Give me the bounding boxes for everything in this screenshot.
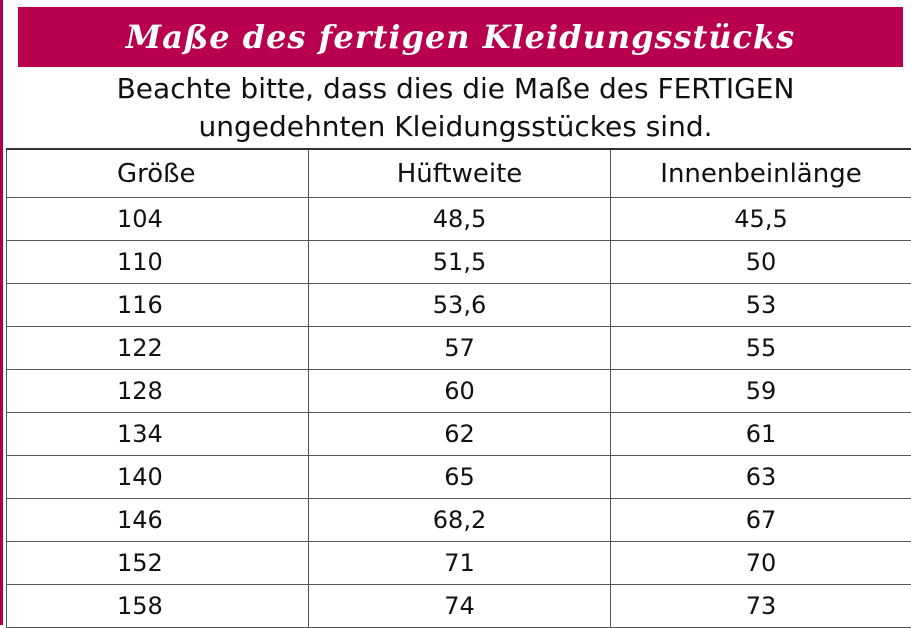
table-row: 110 51,5 50 [7, 241, 911, 284]
cell-inseam-length: 55 [611, 327, 911, 370]
note-line-1: Beachte bitte, dass dies die Maße des FE… [0, 70, 911, 108]
table-header-row: Größe Hüftweite Innenbeinlänge [7, 149, 911, 198]
size-table: Größe Hüftweite Innenbeinlänge 104 48,5 … [6, 148, 911, 628]
measurement-note: Beachte bitte, dass dies die Maße des FE… [0, 70, 911, 146]
cell-size: 146 [7, 499, 309, 542]
cell-inseam-length: 45,5 [611, 198, 911, 241]
cell-hip-width: 65 [309, 456, 611, 499]
cell-size: 116 [7, 284, 309, 327]
table-row: 122 57 55 [7, 327, 911, 370]
title-banner: Maße des fertigen Kleidungsstücks [18, 7, 903, 67]
table-row: 134 62 61 [7, 413, 911, 456]
table-row: 158 74 73 [7, 585, 911, 628]
note-line-2: ungedehnten Kleidungsstückes sind. [0, 108, 911, 146]
cell-hip-width: 57 [309, 327, 611, 370]
table-row: 146 68,2 67 [7, 499, 911, 542]
cell-size: 122 [7, 327, 309, 370]
cell-inseam-length: 63 [611, 456, 911, 499]
cell-size: 158 [7, 585, 309, 628]
banner-title: Maße des fertigen Kleidungsstücks [126, 7, 795, 67]
table-row: 116 53,6 53 [7, 284, 911, 327]
cell-size: 128 [7, 370, 309, 413]
cell-hip-width: 51,5 [309, 241, 611, 284]
cell-size: 134 [7, 413, 309, 456]
cell-hip-width: 71 [309, 542, 611, 585]
cell-inseam-length: 59 [611, 370, 911, 413]
cell-hip-width: 74 [309, 585, 611, 628]
table-row: 128 60 59 [7, 370, 911, 413]
table-row: 140 65 63 [7, 456, 911, 499]
cell-size: 140 [7, 456, 309, 499]
cell-hip-width: 68,2 [309, 499, 611, 542]
table-row: 104 48,5 45,5 [7, 198, 911, 241]
cell-size: 104 [7, 198, 309, 241]
cell-size: 152 [7, 542, 309, 585]
cell-hip-width: 48,5 [309, 198, 611, 241]
cell-hip-width: 62 [309, 413, 611, 456]
cell-hip-width: 53,6 [309, 284, 611, 327]
header-size: Größe [7, 149, 309, 198]
cell-inseam-length: 50 [611, 241, 911, 284]
size-table-container: Größe Hüftweite Innenbeinlänge 104 48,5 … [6, 148, 911, 628]
cell-inseam-length: 67 [611, 499, 911, 542]
cell-inseam-length: 70 [611, 542, 911, 585]
cell-inseam-length: 61 [611, 413, 911, 456]
cell-size: 110 [7, 241, 309, 284]
table-row: 152 71 70 [7, 542, 911, 585]
cell-inseam-length: 73 [611, 585, 911, 628]
header-inseam-length: Innenbeinlänge [611, 149, 911, 198]
cell-inseam-length: 53 [611, 284, 911, 327]
header-hip-width: Hüftweite [309, 149, 611, 198]
cell-hip-width: 60 [309, 370, 611, 413]
